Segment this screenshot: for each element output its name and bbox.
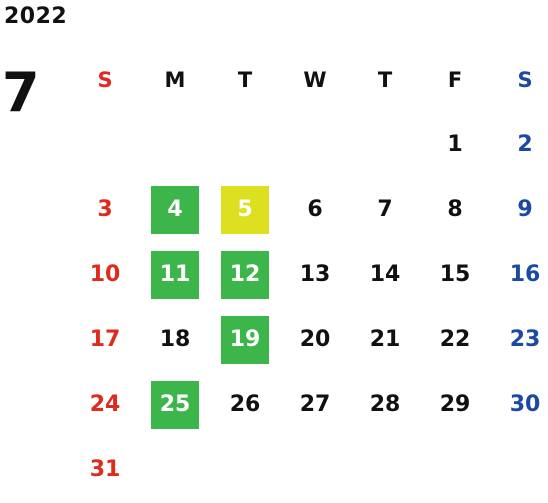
day-number-highlighted: 19 xyxy=(221,315,269,364)
day-number xyxy=(291,121,339,169)
day-cell: 5 xyxy=(210,177,280,242)
day-cell: 27 xyxy=(280,372,350,437)
day-cell: 2 xyxy=(490,112,548,177)
day-number xyxy=(221,121,269,169)
day-number-highlighted: 12 xyxy=(221,250,269,299)
day-cell xyxy=(210,112,280,177)
day-cell: 30 xyxy=(490,372,548,437)
day-number: 14 xyxy=(369,262,401,287)
weekday-header-sat: S xyxy=(517,68,533,92)
day-cell: 28 xyxy=(350,372,420,437)
day-cell: 9 xyxy=(490,177,548,242)
day-cell: 10 xyxy=(70,242,140,307)
day-cell xyxy=(350,112,420,177)
day-number: 8 xyxy=(447,197,463,222)
day-number: 29 xyxy=(439,392,471,417)
day-number: 2 xyxy=(517,132,533,157)
day-number: 1 xyxy=(447,132,463,157)
day-number: 22 xyxy=(439,327,471,352)
day-cell xyxy=(280,112,350,177)
day-cell: 11 xyxy=(140,242,210,307)
day-cell: 18 xyxy=(140,307,210,372)
day-cell: 7 xyxy=(350,177,420,242)
day-cell: 12 xyxy=(210,242,280,307)
weekday-header-wed: W xyxy=(303,68,327,92)
day-number xyxy=(221,446,269,494)
day-number: 30 xyxy=(509,392,541,417)
day-cell xyxy=(140,112,210,177)
day-number: 27 xyxy=(299,392,331,417)
day-cell: 22 xyxy=(420,307,490,372)
weekday-header-sun: S xyxy=(97,68,113,92)
day-number xyxy=(361,121,409,169)
day-number: 17 xyxy=(89,327,121,352)
day-number: 20 xyxy=(299,327,331,352)
day-number xyxy=(151,446,199,494)
weekday-header-fri: F xyxy=(447,68,463,92)
day-cell: 3 xyxy=(70,177,140,242)
day-number: 7 xyxy=(377,197,393,222)
weekday-header-tue: T xyxy=(237,68,253,92)
day-cell: 23 xyxy=(490,307,548,372)
day-number xyxy=(81,121,129,169)
day-number: 15 xyxy=(439,262,471,287)
day-cell: 13 xyxy=(280,242,350,307)
day-number: 21 xyxy=(369,327,401,352)
day-cell: 31 xyxy=(70,437,140,502)
day-cell: 25 xyxy=(140,372,210,437)
day-cell: 26 xyxy=(210,372,280,437)
day-number: 26 xyxy=(229,392,261,417)
day-number-highlighted: 5 xyxy=(221,185,269,234)
day-number: 6 xyxy=(307,197,323,222)
day-cell: 4 xyxy=(140,177,210,242)
day-cell: 16 xyxy=(490,242,548,307)
day-number-highlighted: 25 xyxy=(151,380,199,429)
day-cell: 8 xyxy=(420,177,490,242)
day-cell: 14 xyxy=(350,242,420,307)
day-number: 28 xyxy=(369,392,401,417)
day-cell: 21 xyxy=(350,307,420,372)
day-cell: 24 xyxy=(70,372,140,437)
day-number: 3 xyxy=(97,197,113,222)
day-cell: 20 xyxy=(280,307,350,372)
day-number: 24 xyxy=(89,392,121,417)
day-number xyxy=(501,446,548,494)
calendar-grid: S M T W T F S 1 2 3 4 5 6 7 8 9 10 11 12… xyxy=(70,48,548,502)
day-cell xyxy=(490,437,548,502)
day-cell: 19 xyxy=(210,307,280,372)
day-cell: 29 xyxy=(420,372,490,437)
day-cell xyxy=(420,437,490,502)
day-number: 9 xyxy=(517,197,533,222)
day-number-highlighted: 4 xyxy=(151,185,199,234)
day-number xyxy=(291,446,339,494)
day-cell: 6 xyxy=(280,177,350,242)
day-number: 31 xyxy=(89,457,121,482)
day-cell xyxy=(140,437,210,502)
calendar-month: 7 xyxy=(2,61,40,124)
day-number-highlighted: 11 xyxy=(151,250,199,299)
day-number: 10 xyxy=(89,262,121,287)
day-cell xyxy=(210,437,280,502)
day-cell xyxy=(70,112,140,177)
weekday-header-mon: M xyxy=(164,68,186,92)
day-cell xyxy=(280,437,350,502)
day-number: 18 xyxy=(159,327,191,352)
day-number: 23 xyxy=(509,327,541,352)
day-number xyxy=(361,446,409,494)
day-cell: 15 xyxy=(420,242,490,307)
calendar-year: 2022 xyxy=(4,4,68,29)
day-number: 13 xyxy=(299,262,331,287)
day-number xyxy=(151,121,199,169)
day-cell xyxy=(350,437,420,502)
day-number: 16 xyxy=(509,262,541,287)
day-cell: 1 xyxy=(420,112,490,177)
weekday-header-thu: T xyxy=(377,68,393,92)
day-cell: 17 xyxy=(70,307,140,372)
day-number xyxy=(431,446,479,494)
